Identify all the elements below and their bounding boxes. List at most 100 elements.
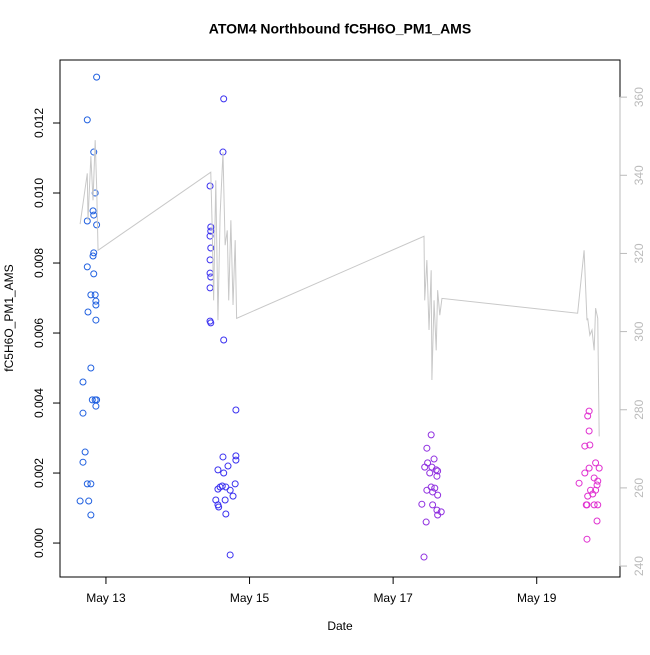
point [585,427,593,435]
point [420,553,428,561]
point [87,364,95,372]
point [585,407,593,415]
point [232,406,240,414]
point [88,396,96,404]
point [433,472,441,480]
point [85,497,93,505]
point [221,496,229,504]
point [594,477,602,485]
point [226,551,234,559]
point [92,297,100,305]
point [84,308,92,316]
point [79,409,87,417]
y-tick-label: 0.012 [32,108,46,138]
point [594,501,602,509]
point [206,232,214,240]
point [581,442,589,450]
point [592,459,600,467]
point [83,263,91,271]
y-tick-label: 0.002 [32,458,46,488]
point [587,486,595,494]
y-axis-label: fC5H6O_PM1_AMS [2,264,16,371]
point [89,252,97,260]
point [429,488,437,496]
point [427,431,435,439]
point [222,510,230,518]
point [431,484,439,492]
y2-tick-label: 360 [632,87,646,107]
y2-tick-label: 300 [632,321,646,341]
point [590,501,598,509]
y2-tick-label: 320 [632,243,646,263]
point [224,462,232,470]
point [83,217,91,225]
point [219,453,227,461]
y-tick-label: 0.000 [32,528,46,558]
point [207,244,215,252]
point [421,463,429,471]
point [76,497,84,505]
point [87,291,95,299]
point [87,511,95,519]
point [92,402,100,410]
point [207,227,215,235]
point [90,148,98,156]
point [214,466,222,474]
point [434,511,442,519]
point [584,412,592,420]
x-tick-label: May 13 [86,591,126,605]
point [595,464,603,472]
point [429,501,437,509]
point [214,485,222,493]
point [81,448,89,456]
chart-title: ATOM4 Northbound fC5H6O_PM1_AMS [209,21,471,37]
point [93,221,101,229]
point [430,455,438,463]
x-axis-label: Date [327,619,353,633]
x-tick-label: May 15 [230,591,270,605]
point [83,116,91,124]
point [79,458,87,466]
x-tick-label: May 17 [373,591,413,605]
point [92,301,100,309]
point [87,480,95,488]
point [583,535,591,543]
point [83,480,91,488]
y-tick-label: 0.008 [32,248,46,278]
y2-tick-label: 260 [632,478,646,498]
point [220,95,228,103]
point [79,378,87,386]
point [89,207,97,215]
point [593,517,601,525]
point [434,491,442,499]
y-tick-label: 0.010 [32,178,46,208]
point [426,469,434,477]
point [215,503,223,511]
point [584,492,592,500]
point [433,506,441,514]
point [434,467,442,475]
point [90,249,98,257]
line [79,140,600,437]
point [226,486,234,494]
point [232,452,240,460]
x-tick-label: May 19 [517,591,557,605]
point [92,316,100,324]
y-tick-label: 0.004 [32,388,46,418]
y2-tick-label: 240 [632,556,646,576]
point [231,480,239,488]
point [90,270,98,278]
point [423,444,431,452]
point [207,223,215,231]
point [585,464,593,472]
y-tick-label: 0.006 [32,318,46,348]
point [206,182,214,190]
point [581,469,589,477]
point [93,73,101,81]
point [207,319,215,327]
y2-tick-label: 340 [632,165,646,185]
point [229,492,237,500]
point [232,456,240,464]
